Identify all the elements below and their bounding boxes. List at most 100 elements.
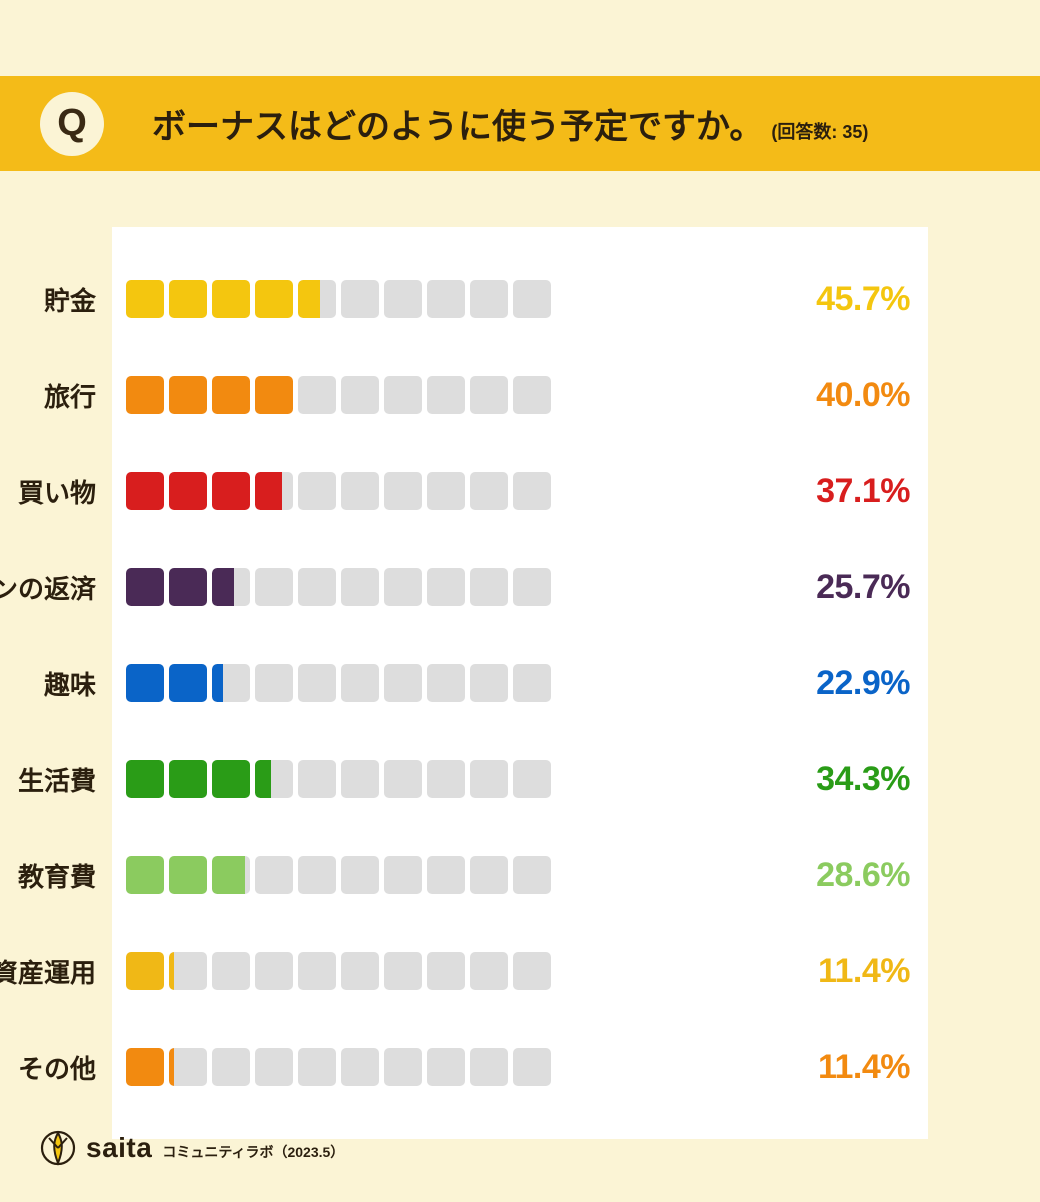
bar-block [341, 1048, 379, 1086]
bar-block [513, 1048, 551, 1086]
row-label: 教育費 [0, 857, 112, 894]
bar-block [384, 760, 422, 798]
respondent-count: (回答数: 35) [771, 118, 868, 144]
row-label: その他 [0, 1049, 112, 1086]
question-header: Q ボーナスはどのように使う予定ですか。 (回答数: 35) [0, 76, 1040, 171]
bar-block [169, 376, 207, 414]
row-percent: 28.6% [816, 856, 928, 895]
bar-block [212, 952, 250, 990]
bar-block [212, 856, 250, 894]
bar-block [212, 472, 250, 510]
row-blocks [126, 856, 551, 894]
bar-block [126, 952, 164, 990]
bar-block [427, 664, 465, 702]
bar-block [470, 376, 508, 414]
bar-block [384, 1048, 422, 1086]
bar-block [384, 568, 422, 606]
chart-row: 趣味22.9% [112, 635, 928, 731]
row-blocks [126, 376, 551, 414]
bar-block [384, 664, 422, 702]
logo-text: saita [86, 1132, 152, 1164]
row-label: ローンの返済 [0, 569, 112, 606]
page: Q ボーナスはどのように使う予定ですか。 (回答数: 35) 貯金45.7%旅行… [0, 0, 1040, 1202]
bar-block [298, 280, 336, 318]
footer: saita コミュニティラボ（2023.5） [40, 1130, 344, 1166]
bar-block [126, 280, 164, 318]
bar-block [513, 280, 551, 318]
row-label: 買い物 [0, 473, 112, 510]
row-label: 生活費 [0, 761, 112, 798]
bar-block [169, 1048, 207, 1086]
bar-block [255, 952, 293, 990]
row-blocks [126, 568, 551, 606]
bar-block [513, 376, 551, 414]
row-blocks [126, 280, 551, 318]
bar-block [255, 856, 293, 894]
bar-block [298, 376, 336, 414]
bar-block [384, 856, 422, 894]
bar-block [169, 856, 207, 894]
bar-block [384, 472, 422, 510]
chart-row: ローンの返済25.7% [112, 539, 928, 635]
bar-block [341, 472, 379, 510]
row-percent: 45.7% [816, 280, 928, 319]
row-blocks [126, 952, 551, 990]
bar-block [513, 856, 551, 894]
bar-block [169, 664, 207, 702]
bar-block [341, 376, 379, 414]
bar-block [470, 472, 508, 510]
bar-block [169, 568, 207, 606]
bar-block [470, 568, 508, 606]
question-badge-letter: Q [57, 102, 87, 145]
bar-block [470, 664, 508, 702]
bar-block [513, 760, 551, 798]
bar-block [126, 664, 164, 702]
row-label: 旅行 [0, 377, 112, 414]
chart-row: その他11.4% [112, 1019, 928, 1115]
row-blocks [126, 664, 551, 702]
bar-block [384, 952, 422, 990]
bar-block [212, 760, 250, 798]
chart-row: 旅行40.0% [112, 347, 928, 443]
bar-block [470, 1048, 508, 1086]
bar-block [470, 280, 508, 318]
bar-block [126, 856, 164, 894]
bar-block [212, 376, 250, 414]
row-percent: 40.0% [816, 376, 928, 415]
bar-block [298, 760, 336, 798]
bar-block [212, 664, 250, 702]
bar-block [298, 1048, 336, 1086]
bar-block [341, 760, 379, 798]
row-label: 投資・資産運用 [0, 953, 112, 990]
row-percent: 34.3% [816, 760, 928, 799]
bar-block [126, 760, 164, 798]
footer-subtext: コミュニティラボ（2023.5） [162, 1142, 344, 1162]
bar-block [126, 376, 164, 414]
bar-block [470, 760, 508, 798]
bar-block [427, 568, 465, 606]
bar-block [255, 568, 293, 606]
bar-block [298, 568, 336, 606]
chart-row: 生活費34.3% [112, 731, 928, 827]
bar-block [126, 568, 164, 606]
bar-block [255, 1048, 293, 1086]
row-percent: 22.9% [816, 664, 928, 703]
bar-block [341, 856, 379, 894]
row-percent: 11.4% [818, 1048, 928, 1087]
bar-block [212, 1048, 250, 1086]
bar-block [513, 472, 551, 510]
bar-block [341, 952, 379, 990]
bar-block [513, 952, 551, 990]
chart-row: 貯金45.7% [112, 251, 928, 347]
bar-block [341, 664, 379, 702]
bar-block [255, 376, 293, 414]
bar-block [126, 472, 164, 510]
bar-block [298, 472, 336, 510]
bar-block [255, 472, 293, 510]
row-blocks [126, 1048, 551, 1086]
bar-block [427, 472, 465, 510]
chart-row: 教育費28.6% [112, 827, 928, 923]
chart-area: 貯金45.7%旅行40.0%買い物37.1%ローンの返済25.7%趣味22.9%… [112, 227, 928, 1139]
row-percent: 37.1% [816, 472, 928, 511]
bar-block [427, 1048, 465, 1086]
